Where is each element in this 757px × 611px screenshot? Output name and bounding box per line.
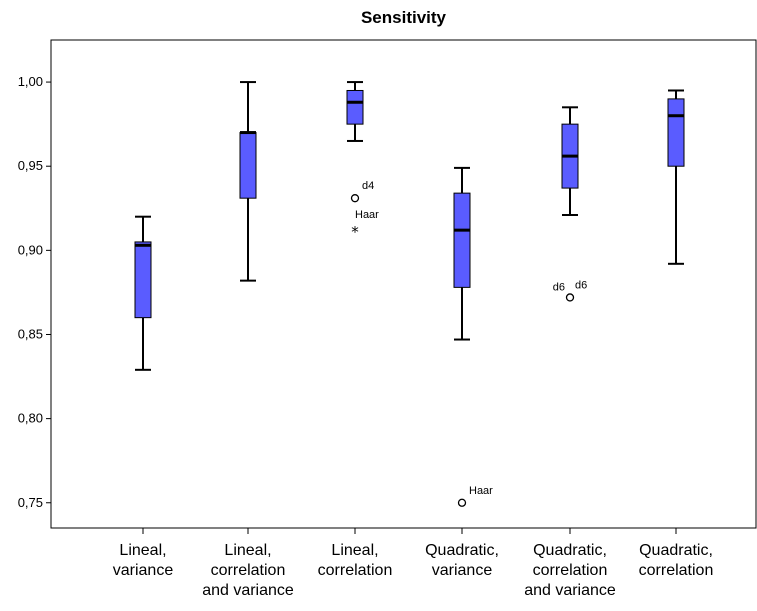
box-iqr bbox=[667, 98, 685, 167]
x-category-label: Quadratic, bbox=[533, 542, 607, 559]
box-4: Haar bbox=[453, 166, 493, 507]
x-category-label: Lineal, bbox=[224, 542, 271, 559]
x-category-label: Quadratic, bbox=[425, 542, 499, 559]
y-tick-label: 0,90 bbox=[18, 242, 43, 257]
x-category-label: correlation bbox=[318, 562, 393, 579]
outlier-circle-marker bbox=[457, 498, 467, 507]
outlier-label: Haar bbox=[469, 485, 493, 497]
x-category-label: correlation bbox=[211, 562, 286, 579]
y-tick-label: 0,75 bbox=[18, 495, 43, 510]
x-category-label: Lineal, bbox=[331, 542, 378, 559]
boxes-layer: d4 * Haar Haar d6 d6 bbox=[134, 81, 685, 507]
x-category-label: correlation bbox=[533, 562, 608, 579]
x-category-label: variance bbox=[113, 562, 174, 579]
y-tick-label: 0,80 bbox=[18, 411, 43, 426]
x-category-label: correlation bbox=[639, 562, 714, 579]
outlier-label: Haar bbox=[355, 209, 379, 221]
y-axis: 0,75 0,80 0,85 0,90 0,95 1,00 bbox=[18, 74, 51, 510]
outlier-circle-marker bbox=[565, 293, 575, 302]
box-3: d4 * Haar bbox=[346, 81, 379, 241]
y-tick-label: 0,95 bbox=[18, 158, 43, 173]
outlier-label: d4 bbox=[362, 180, 374, 192]
x-axis: Lineal, variance Lineal, correlation and var… bbox=[113, 528, 714, 599]
box-iqr bbox=[239, 132, 257, 199]
y-tick-label: 0,85 bbox=[18, 326, 43, 341]
outlier-star-marker: * bbox=[351, 223, 359, 241]
x-category-label: Quadratic, bbox=[639, 542, 713, 559]
box-2 bbox=[239, 81, 257, 282]
box-1 bbox=[134, 215, 152, 371]
x-category-label: and variance bbox=[202, 582, 294, 599]
y-tick-label: 1,00 bbox=[18, 74, 43, 89]
outlier-label: d6 bbox=[575, 279, 587, 291]
outlier-label: d6 bbox=[553, 281, 565, 293]
box-iqr bbox=[346, 89, 364, 125]
box-iqr bbox=[453, 192, 471, 288]
box-iqr bbox=[134, 241, 152, 319]
x-category-label: variance bbox=[432, 562, 493, 579]
outlier-circle-marker bbox=[350, 194, 360, 203]
x-category-label: Lineal, bbox=[119, 542, 166, 559]
box-6 bbox=[667, 89, 685, 265]
box-5: d6 d6 bbox=[553, 106, 587, 302]
chart-title: Sensitivity bbox=[360, 8, 447, 27]
plot-frame bbox=[50, 39, 757, 529]
x-category-label: and variance bbox=[524, 582, 616, 599]
